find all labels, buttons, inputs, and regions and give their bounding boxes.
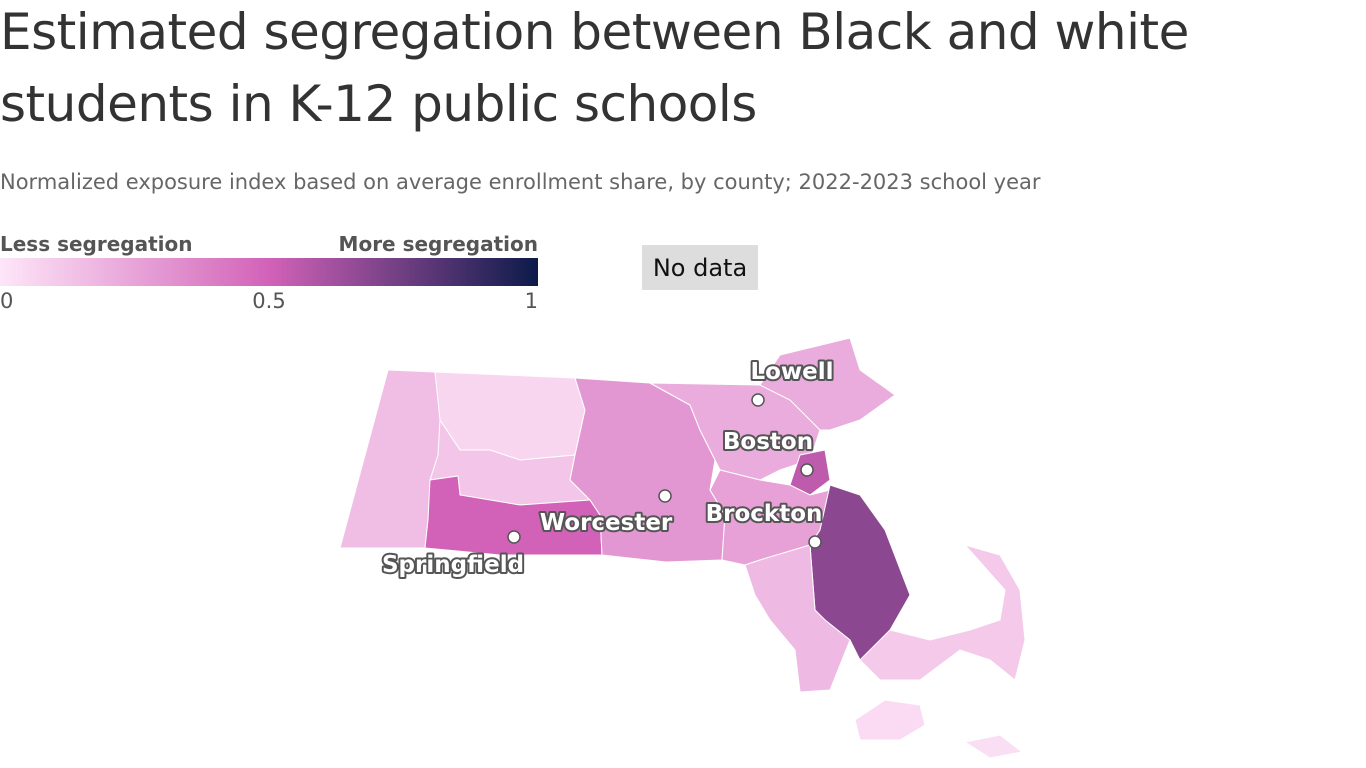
legend-low-label: Less segregation: [0, 232, 193, 256]
county: [854, 699, 926, 741]
subtitle: Normalized exposure index based on avera…: [0, 170, 1041, 194]
legend-tick-label: 0.5: [252, 289, 285, 313]
county: [859, 544, 1026, 681]
city-label: Boston: [723, 429, 813, 455]
city-label: Springfield: [382, 552, 524, 578]
county: [744, 544, 851, 693]
city-label: Brockton: [706, 501, 823, 527]
county: [963, 734, 1024, 759]
city-dot: [658, 489, 672, 503]
legend-gradient: [0, 258, 538, 286]
no-data-label: No data: [653, 254, 747, 282]
legend-high-label: More segregation: [339, 232, 538, 256]
city-label: Worcester: [540, 510, 673, 536]
title: Estimated segregation between Black and …: [0, 3, 1189, 133]
city-dot: [808, 535, 822, 549]
legend-tick-label: 0: [0, 289, 13, 313]
county: [759, 337, 896, 431]
city-dot: [800, 463, 814, 477]
city-dot: [507, 530, 521, 544]
no-data-box: [642, 245, 758, 290]
city-label: Lowell: [750, 359, 833, 385]
city-dot: [751, 393, 765, 407]
legend-tick-label: 1: [525, 289, 538, 313]
